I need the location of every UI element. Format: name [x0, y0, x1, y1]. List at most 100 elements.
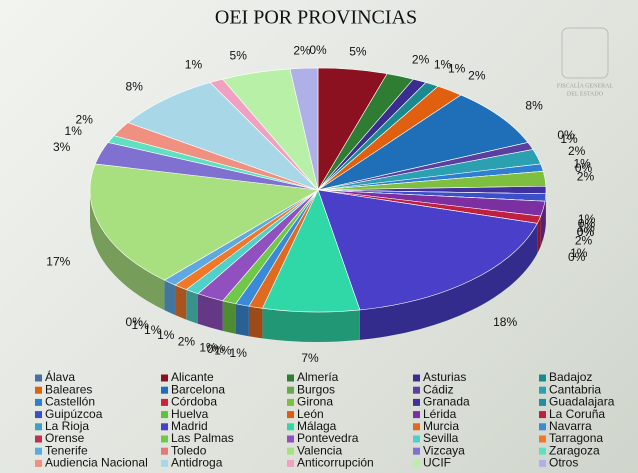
data-label: 0% [557, 128, 575, 142]
legend-swatch [539, 374, 546, 382]
legend-swatch [287, 386, 294, 394]
legend-swatch [161, 398, 168, 406]
legend-label: Burgos [297, 382, 335, 396]
legend-label: Otros [549, 456, 578, 470]
legend-label: Zaragoza [549, 443, 600, 457]
legend-label: Baleares [45, 382, 92, 396]
data-label: 8% [126, 79, 144, 93]
legend-swatch [35, 398, 42, 406]
slice [317, 94, 529, 191]
legend-swatch [539, 386, 546, 394]
legend-swatch [287, 398, 294, 406]
legend-swatch [35, 374, 42, 382]
legend-swatch [539, 411, 546, 419]
legend-swatch [161, 423, 168, 431]
legend-swatch [161, 459, 168, 467]
slice [89, 163, 319, 281]
data-label: 5% [230, 48, 248, 62]
legend-swatch [413, 398, 420, 406]
data-label: 0% [578, 216, 596, 230]
legend-swatch [539, 398, 546, 406]
legend-label: UCIF [423, 456, 451, 470]
data-label: 2% [178, 335, 196, 349]
slice-side [197, 293, 223, 331]
legend-label: Valencia [297, 443, 342, 457]
data-label: 1% [214, 343, 232, 357]
legend-label: Madrid [171, 419, 208, 433]
data-label: 2% [468, 69, 486, 83]
logo: FISCALÍA GENERAL DEL ESTADO [557, 27, 614, 97]
legend-swatch [35, 447, 42, 455]
legend-swatch [287, 374, 294, 382]
legend-label: Guadalajara [549, 395, 615, 409]
logo-text: FISCALÍA GENERAL [557, 81, 614, 89]
data-label: 2% [293, 43, 311, 57]
legend-label: Alicante [171, 370, 214, 384]
data-label: 17% [46, 254, 70, 268]
data-label: 2% [76, 113, 94, 127]
legend-label: Anticorrupción [297, 456, 374, 470]
slice-side [186, 289, 198, 324]
slice [127, 82, 319, 191]
legend-swatch [539, 447, 546, 455]
legend-label: Castellón [45, 395, 95, 409]
data-label: 1% [144, 323, 162, 337]
legend-label: Málaga [297, 419, 337, 433]
data-label: 1% [578, 212, 596, 226]
legend-label: Lérida [423, 407, 457, 421]
legend-label: Granada [423, 395, 470, 409]
slice-side [175, 285, 187, 320]
legend-label: Vizcaya [423, 443, 465, 457]
data-label: 0% [577, 225, 595, 239]
data-label: 8% [525, 98, 543, 112]
data-label: 0% [126, 315, 144, 329]
data-label: 2% [412, 52, 430, 66]
legend-swatch [413, 435, 420, 443]
data-label: 0% [575, 161, 593, 175]
legend-label: Barcelona [171, 382, 225, 396]
data-label: 1% [434, 58, 452, 72]
legend-label: Cádiz [423, 382, 454, 396]
data-label: 1% [65, 124, 83, 138]
legend-swatch [35, 386, 42, 394]
legend-label: Murcia [423, 419, 459, 433]
legend-swatch [413, 459, 420, 467]
legend-label: Las Palmas [171, 431, 234, 445]
legend-swatch [161, 374, 168, 382]
data-label: 0% [309, 43, 327, 57]
slice-side [222, 300, 236, 334]
legend-label: Orense [45, 431, 85, 445]
legend-label: La Rioja [45, 419, 89, 433]
data-label: 0% [577, 225, 595, 239]
legend-label: Tenerife [45, 443, 88, 457]
data-label: 2% [577, 169, 595, 183]
logo-text: DEL ESTADO [567, 91, 604, 97]
data-label: 7% [301, 351, 319, 365]
legend-swatch [413, 411, 420, 419]
data-label: 1% [230, 346, 248, 360]
legend-swatch [413, 374, 420, 382]
legend-label: Álava [45, 369, 75, 384]
data-label: 0% [207, 342, 225, 356]
data-label: 0% [568, 250, 586, 264]
data-label: 1% [448, 62, 466, 76]
legend-swatch [287, 447, 294, 455]
legend-swatch [287, 423, 294, 431]
legend-label: Cantabria [549, 382, 601, 396]
data-label: 2% [568, 144, 586, 158]
slice-side [248, 306, 263, 339]
legend-label: Antidroga [171, 456, 223, 470]
slice-side [537, 216, 541, 254]
legend-swatch [35, 423, 42, 431]
legend-label: Almería [297, 370, 339, 384]
slice-side [540, 201, 546, 247]
legend-swatch [161, 435, 168, 443]
legend-swatch [539, 423, 546, 431]
data-label: 2% [575, 234, 593, 248]
slice-side [262, 308, 360, 342]
legend-swatch [161, 411, 168, 419]
slice-side [235, 303, 249, 337]
legend-swatch [35, 459, 42, 467]
legend-label: Córdoba [171, 395, 217, 409]
